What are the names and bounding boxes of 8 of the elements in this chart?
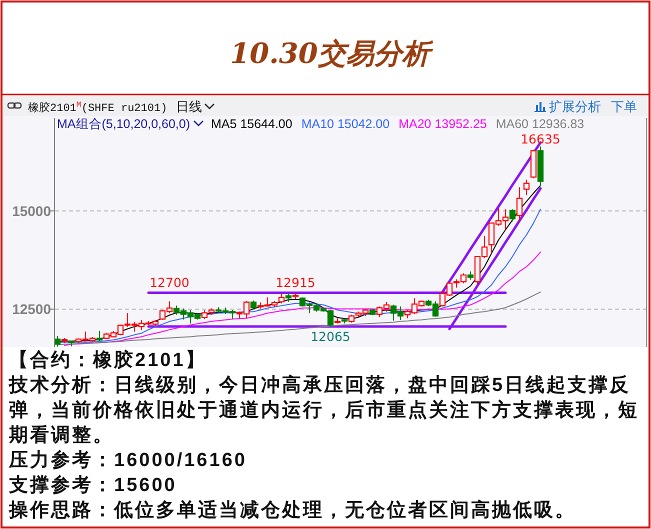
notes: 【合约：橡胶2101】 技术分析：日线级别，今日冲高承压回落，盘中回踩5日线起支撑反弹，当前价格依旧处于通道内运行，后市重点关注下方支撑表现，短期看调整。 压力参考：16000/16160 支撑参考：15600 操作思路：低位多单适当减仓处理，无仓位者区间高抛低吸。	[9, 348, 640, 523]
legend-title: MA组合(5,10,20,0,60,0)	[57, 117, 190, 131]
toolbar-text: 日线	[176, 100, 202, 115]
y-tick-label: 12500	[12, 301, 51, 318]
toolbar-text: 扩展分析	[549, 100, 601, 115]
toolbar-text: 下单	[611, 100, 637, 115]
subtitle: 橡胶2101$^{M}$(SHFE ru2101)	[28, 100, 168, 115]
y-tick-label: 15000	[12, 202, 51, 219]
